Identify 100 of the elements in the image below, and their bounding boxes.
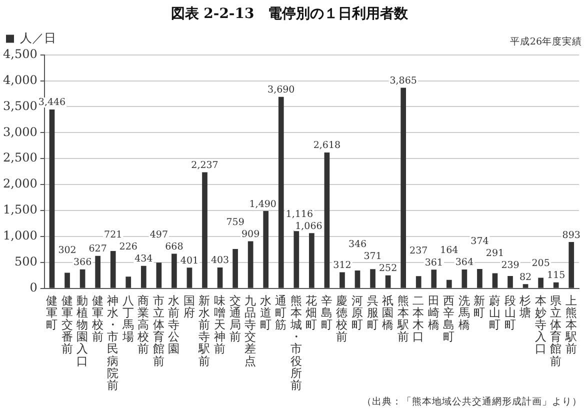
- x-tick-label: 祇園橋: [382, 293, 394, 332]
- data-label: 205: [532, 258, 550, 270]
- y-tick-label: 1,000: [2, 228, 38, 243]
- bar: [278, 96, 284, 288]
- bar: [156, 262, 162, 288]
- data-label: 1,490: [249, 198, 276, 210]
- data-label: 1,066: [295, 220, 322, 232]
- data-label: 164: [440, 245, 458, 256]
- bar: [294, 230, 300, 288]
- data-label: 115: [547, 270, 566, 282]
- data-label: 3,865: [390, 75, 417, 86]
- bar: [95, 256, 100, 288]
- x-tick-label: 八丁馬場: [121, 293, 134, 344]
- x-tick-label: 九品寺交差点: [244, 293, 257, 368]
- x-tick-label: 呉服町: [366, 293, 379, 332]
- bar: [462, 270, 468, 288]
- data-label: 371: [364, 251, 382, 262]
- x-tick-label: 動植物園入口: [76, 293, 89, 368]
- y-tick-label: 0: [30, 280, 38, 295]
- x-tick-label: 新水前寺駅前: [198, 293, 211, 368]
- bar: [400, 88, 406, 288]
- bar: [202, 172, 208, 288]
- x-tick-label: 慶徳校前: [335, 293, 348, 344]
- x-tick-label: 新町: [474, 293, 486, 320]
- bar: [385, 275, 391, 288]
- bar: [477, 268, 482, 288]
- bar: [232, 249, 238, 288]
- bar: [324, 152, 330, 288]
- y-tick-label: 2,000: [2, 176, 38, 191]
- bar: [370, 269, 376, 288]
- bar: [508, 276, 513, 288]
- bar: [354, 270, 360, 288]
- y-tick-label: 500: [14, 254, 38, 269]
- chart-title: 図表 2-2-13 電停別の１日利用者数: [170, 6, 410, 22]
- data-label: 364: [455, 257, 474, 268]
- data-label: 302: [58, 245, 76, 256]
- y-tick-label: 4,500: [2, 46, 38, 61]
- x-tick-label: 神水・市民病院前: [107, 293, 120, 392]
- x-tick-label: 蔚山町: [488, 293, 501, 332]
- x-tick-label: 杉塘: [518, 293, 532, 320]
- x-tick-label: 本妙寺入口: [534, 293, 547, 356]
- bar: [172, 254, 177, 288]
- x-tick-label: 市立体育館前: [152, 293, 165, 368]
- data-label: 909: [242, 228, 260, 240]
- y-tick-label: 4,000: [2, 72, 38, 87]
- bar: [553, 282, 559, 288]
- y-tick-label: 1,500: [2, 202, 38, 217]
- bar: [522, 284, 528, 288]
- x-tick-label: 味噌天神前: [214, 293, 226, 356]
- x-tick-label: 段山町: [504, 293, 516, 332]
- bar: [446, 280, 452, 288]
- data-label: 361: [424, 257, 443, 268]
- bar: [140, 266, 146, 288]
- x-tick-label: 県立体育館前: [550, 293, 562, 368]
- data-label: 346: [348, 239, 367, 250]
- data-label: 721: [104, 230, 122, 241]
- x-tick-label: 花畑町: [306, 293, 318, 332]
- x-tick-label: 河原町: [352, 293, 364, 332]
- data-label: 497: [150, 229, 168, 240]
- x-tick-label: 二本木口: [412, 293, 425, 344]
- data-label: 239: [501, 260, 520, 271]
- data-label: 3,446: [38, 97, 66, 108]
- x-tick-label: 交通局前: [229, 293, 242, 344]
- x-tick-label: 健軍町: [46, 293, 58, 332]
- bar: [340, 272, 345, 288]
- x-tick-label: 国府: [183, 293, 196, 320]
- data-label: 627: [88, 244, 107, 255]
- x-tick-label: 辛島町: [320, 293, 333, 332]
- data-label: 403: [210, 255, 230, 266]
- data-label: 252: [378, 263, 398, 274]
- data-label: 366: [73, 257, 92, 268]
- x-tick-label: 健軍交番前: [61, 293, 74, 356]
- data-label: 237: [410, 245, 428, 256]
- bar: [538, 278, 544, 288]
- y-tick-label: 3,500: [2, 98, 38, 113]
- bar: [416, 276, 422, 288]
- x-tick-label: 西辛島町: [443, 293, 456, 344]
- bar: [263, 211, 269, 288]
- data-label: 3,690: [268, 84, 295, 96]
- x-tick-label: 商業高校前: [136, 293, 150, 356]
- x-tick-label: 通町筋: [275, 293, 288, 332]
- data-label: 2,618: [313, 140, 341, 152]
- data-label: 2,237: [191, 160, 218, 171]
- bar: [80, 269, 86, 288]
- data-label: 401: [180, 255, 199, 266]
- bar: [217, 267, 223, 288]
- data-label: 226: [119, 242, 138, 253]
- bar: [49, 110, 55, 288]
- data-label: 434: [134, 254, 153, 265]
- x-tick-label: 上熊本駅前: [564, 293, 578, 356]
- text: （出典：「熊本地域公共交通網形成計画」より）: [362, 396, 582, 408]
- y-tick-label: 3,000: [2, 124, 38, 139]
- data-label: 759: [226, 216, 244, 228]
- bar: [248, 241, 254, 288]
- bar: [309, 233, 314, 288]
- bar: [568, 242, 574, 288]
- bar: [431, 270, 437, 288]
- data-label: 82: [519, 272, 532, 283]
- x-tick-label: 水前寺公園: [168, 293, 180, 356]
- y-tick-label: 2,500: [2, 150, 38, 165]
